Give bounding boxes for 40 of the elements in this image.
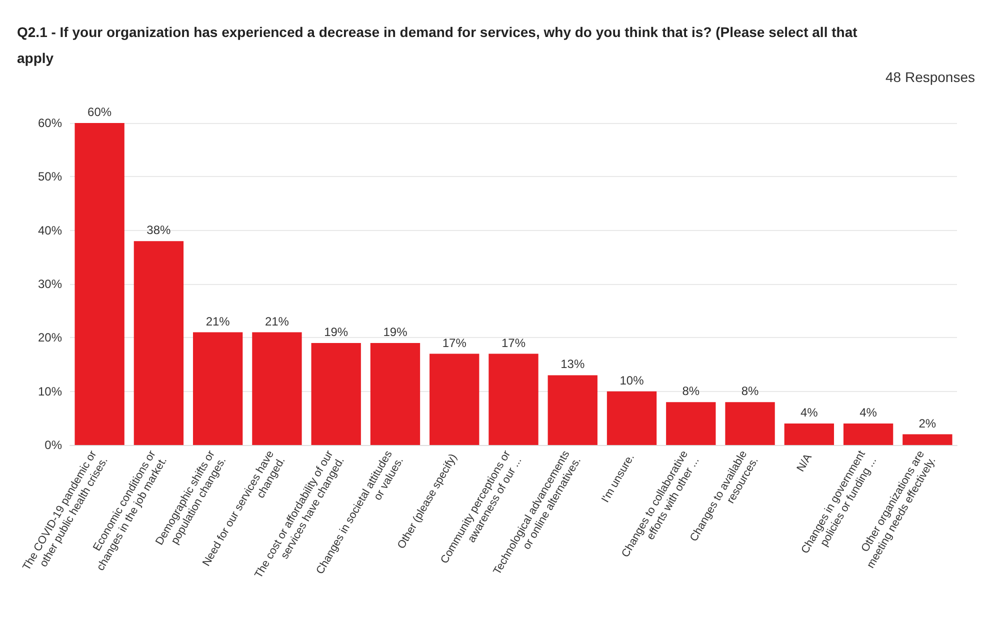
y-tick-label: 20% (38, 330, 62, 345)
bar (843, 424, 894, 445)
y-tick-label: 0% (44, 438, 62, 452)
chart-title: Q2.1 - If your organization has experienced a decrease in demand for services, why do you think that is? (Please select all that apply (17, 24, 862, 66)
bar (74, 123, 124, 445)
bar (430, 354, 480, 445)
bar (488, 354, 538, 445)
bar (192, 332, 243, 445)
y-tick-label: 30% (38, 277, 62, 291)
y-tick-label: 60% (38, 116, 62, 130)
data-label: 4% (860, 406, 878, 420)
data-label: 8% (741, 384, 760, 398)
data-label: 8% (682, 384, 700, 398)
data-label: 19% (383, 325, 408, 340)
data-label: 38% (146, 223, 172, 238)
bar (134, 241, 184, 445)
y-tick-label: 40% (38, 223, 62, 238)
y-tick-label: 10% (38, 384, 62, 398)
bar (606, 391, 657, 445)
text: 48 Responses (885, 69, 976, 85)
data-label: 19% (324, 325, 348, 340)
data-label: 17% (442, 336, 467, 350)
bar (370, 343, 420, 445)
data-label: 21% (206, 314, 230, 328)
bar (252, 332, 302, 445)
y-tick-label: 50% (38, 170, 62, 184)
bar (311, 343, 361, 445)
data-label: 21% (264, 314, 290, 328)
data-label: 10% (620, 373, 644, 388)
bar (725, 402, 775, 445)
bar (784, 424, 834, 445)
data-label: 13% (560, 357, 585, 372)
data-label: 4% (800, 406, 818, 420)
x-tick-label: N/A (794, 451, 815, 474)
bar (902, 434, 952, 445)
bar (666, 402, 716, 445)
data-label: 17% (501, 336, 526, 350)
data-label: 60% (88, 105, 112, 119)
bar (548, 375, 598, 445)
data-label: 2% (918, 416, 936, 430)
